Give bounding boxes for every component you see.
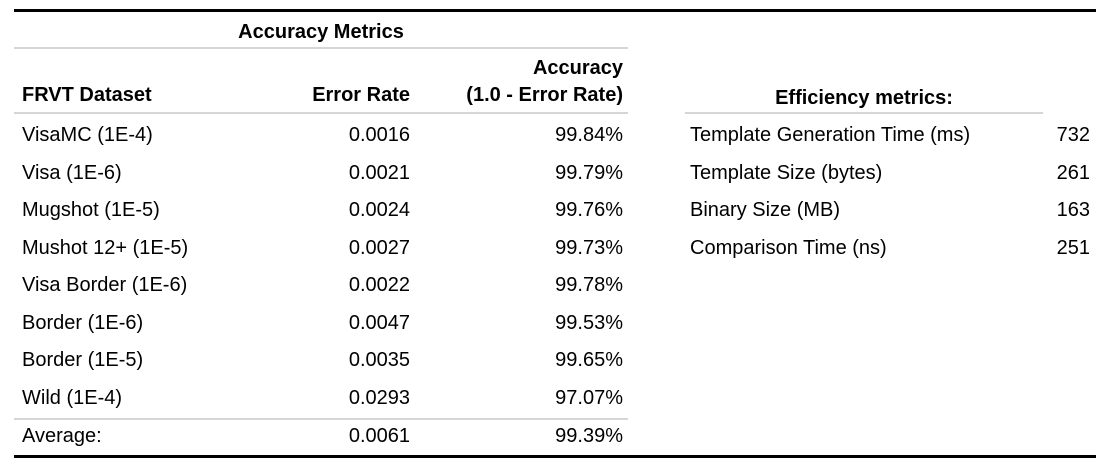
efficiency-metric-value: 261	[1056, 161, 1090, 184]
efficiency-section-title: Efficiency metrics:	[775, 87, 953, 109]
accuracy-cell: 99.65%	[555, 349, 623, 372]
table-row: Mugshot (1E-5) 0.0024 99.76%	[14, 192, 628, 230]
list-item: Template Size (bytes) 261	[685, 155, 1090, 193]
table-row: Border (1E-5) 0.0035 99.65%	[14, 342, 628, 380]
table-row: Visa Border (1E-6) 0.0022 99.78%	[14, 267, 628, 305]
accuracy-cell: 99.53%	[555, 311, 623, 334]
error-rate-cell: 0.0293	[348, 386, 410, 409]
dataset-cell: Border (1E-6)	[22, 311, 144, 334]
efficiency-metric-label: Comparison Time (ns)	[690, 236, 887, 259]
column-header-accuracy: Accuracy (1.0 - Error Rate)	[410, 55, 623, 109]
accuracy-header-rule	[14, 112, 628, 114]
table-row: VisaMC (1E-4) 0.0016 99.84%	[14, 117, 628, 155]
column-header-error-rate: Error Rate	[312, 84, 410, 106]
dataset-cell: Visa Border (1E-6)	[22, 274, 188, 297]
top-rule	[14, 9, 1096, 12]
column-header-accuracy-line2: (1.0 - Error Rate)	[466, 84, 623, 106]
average-row: Average: 0.0061 99.39%	[14, 420, 628, 453]
efficiency-metric-value: 732	[1056, 124, 1090, 147]
dataset-cell: Border (1E-5)	[22, 349, 144, 372]
error-rate-cell: 0.0021	[348, 161, 410, 184]
dataset-cell: Wild (1E-4)	[22, 386, 123, 409]
accuracy-table-title: Accuracy Metrics	[238, 21, 404, 43]
efficiency-metric-label: Template Size (bytes)	[690, 161, 883, 184]
dataset-cell: Mushot 12+ (1E-5)	[22, 236, 189, 259]
error-rate-cell: 0.0016	[348, 124, 410, 147]
error-rate-cell: 0.0024	[348, 199, 410, 222]
efficiency-metric-value: 251	[1056, 236, 1090, 259]
efficiency-metric-label: Binary Size (MB)	[690, 199, 841, 222]
accuracy-cell: 99.79%	[555, 161, 623, 184]
list-item: Template Generation Time (ms) 732	[685, 117, 1090, 155]
average-accuracy: 99.39%	[555, 425, 623, 447]
table-row: Wild (1E-4) 0.0293 97.07%	[14, 380, 628, 418]
table-row: Mushot 12+ (1E-5) 0.0027 99.73%	[14, 230, 628, 268]
error-rate-cell: 0.0022	[348, 274, 410, 297]
error-rate-cell: 0.0035	[348, 349, 410, 372]
dataset-cell: Visa (1E-6)	[22, 161, 122, 184]
table-row: Border (1E-6) 0.0047 99.53%	[14, 305, 628, 343]
accuracy-cell: 99.76%	[555, 199, 623, 222]
efficiency-metric-value: 163	[1056, 199, 1090, 222]
list-item: Comparison Time (ns) 251	[685, 230, 1090, 268]
table-row: Visa (1E-6) 0.0021 99.79%	[14, 155, 628, 193]
accuracy-table-header-row: FRVT Dataset Error Rate Accuracy (1.0 - …	[14, 52, 628, 109]
efficiency-list: Template Generation Time (ms) 732 Templa…	[685, 117, 1090, 267]
average-label: Average:	[22, 425, 102, 447]
accuracy-table-body: VisaMC (1E-4) 0.0016 99.84% Visa (1E-6) …	[14, 117, 628, 417]
list-item: Binary Size (MB) 163	[685, 192, 1090, 230]
error-rate-cell: 0.0047	[348, 311, 410, 334]
column-header-frvt-dataset: FRVT Dataset	[22, 84, 152, 106]
column-header-accuracy-line1: Accuracy	[532, 57, 623, 79]
accuracy-cell: 99.73%	[555, 236, 623, 259]
average-error-rate: 0.0061	[348, 425, 410, 447]
efficiency-title-rule	[685, 112, 1043, 114]
error-rate-cell: 0.0027	[348, 236, 410, 259]
accuracy-cell: 99.78%	[555, 274, 623, 297]
dataset-cell: VisaMC (1E-4)	[22, 124, 153, 147]
bottom-rule	[14, 455, 1096, 458]
accuracy-cell: 97.07%	[555, 386, 623, 409]
average-divider-rule	[14, 418, 628, 420]
efficiency-metric-label: Template Generation Time (ms)	[690, 124, 971, 147]
accuracy-title-rule	[14, 47, 628, 49]
dataset-cell: Mugshot (1E-5)	[22, 199, 160, 222]
accuracy-cell: 99.84%	[555, 124, 623, 147]
